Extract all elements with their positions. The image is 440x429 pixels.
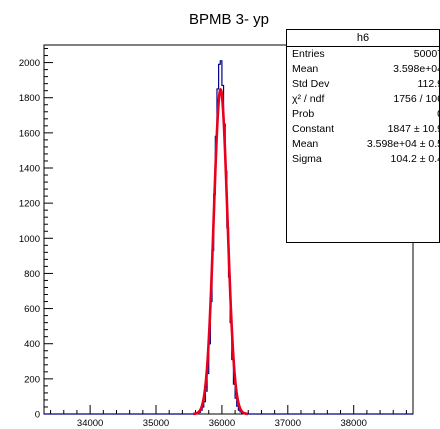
stats-value: 50007 <box>413 48 439 60</box>
y-tick-label: 2000 <box>19 58 40 69</box>
stats-value: 1756 / 106 <box>393 93 440 105</box>
stats-box-title: h6 <box>287 30 439 47</box>
stats-row: Mean 3.598e+04 <box>287 62 439 77</box>
gaussian-fit-curve <box>193 87 249 416</box>
histogram-line <box>44 60 413 415</box>
stats-label: χ² / ndf <box>292 93 325 105</box>
axes: 0 200 400 600 800 1000 1200 1400 1600 1800 2000 340… <box>19 48 407 429</box>
stats-label: Sigma <box>292 153 322 165</box>
y-tick-label: 200 <box>24 374 40 385</box>
x-tick-label: 34000 <box>77 418 103 429</box>
stats-label: Mean <box>292 63 319 75</box>
stats-label: Std Dev <box>292 78 330 90</box>
stats-value: 3.598e+04 ± 0.5 <box>366 138 440 150</box>
chart-title: BPMB 3- yp <box>189 11 269 28</box>
stats-value: 1847 ± 10.9 <box>387 123 440 135</box>
y-tick-label: 1000 <box>19 234 40 245</box>
x-tick-label: 38000 <box>340 418 366 429</box>
stats-value: 0 <box>437 107 439 122</box>
stats-value: 104.2 ± 0.4 <box>390 153 440 165</box>
y-tick-label: 1600 <box>19 128 40 139</box>
stats-row: Entries 50007 <box>287 47 439 62</box>
stats-row: Sigma 104.2 ± 0.4 <box>287 152 439 167</box>
stats-label: Prob <box>292 108 315 120</box>
stats-rows: Entries 50007 Mean 3.598e+04 Std Dev 112.9 χ² … <box>287 47 439 167</box>
stats-value: 3.598e+04 <box>393 63 440 75</box>
stats-label: Entries <box>292 48 325 60</box>
y-tick-label: 600 <box>24 304 40 315</box>
stats-label: Mean <box>292 138 319 150</box>
y-tick-label: 0 <box>35 410 40 421</box>
y-tick-label: 1200 <box>19 199 40 210</box>
stats-row: Constant 1847 ± 10.9 <box>287 122 439 137</box>
stats-row: Mean 3.598e+04 ± 0.5 <box>287 137 439 152</box>
x-tick-label: 36000 <box>209 418 235 429</box>
stats-row: χ² / ndf 1756 / 106 <box>287 92 439 107</box>
stats-value: 112.9 <box>417 78 440 90</box>
stats-label: Constant <box>292 123 335 135</box>
y-tick-label: 1800 <box>19 93 40 104</box>
y-tick-label: 400 <box>24 339 40 350</box>
x-tick-label: 37000 <box>275 418 301 429</box>
y-tick-label: 800 <box>24 269 40 280</box>
y-tick-label: 1400 <box>19 164 40 175</box>
stats-row: Std Dev 112.9 <box>287 77 439 92</box>
stats-box: h6 Entries 50007 Mean 3.598e+04 Std Dev 112.9… <box>286 29 440 243</box>
x-tick-label: 35000 <box>143 418 169 429</box>
stats-row: Prob 0 <box>287 107 439 122</box>
